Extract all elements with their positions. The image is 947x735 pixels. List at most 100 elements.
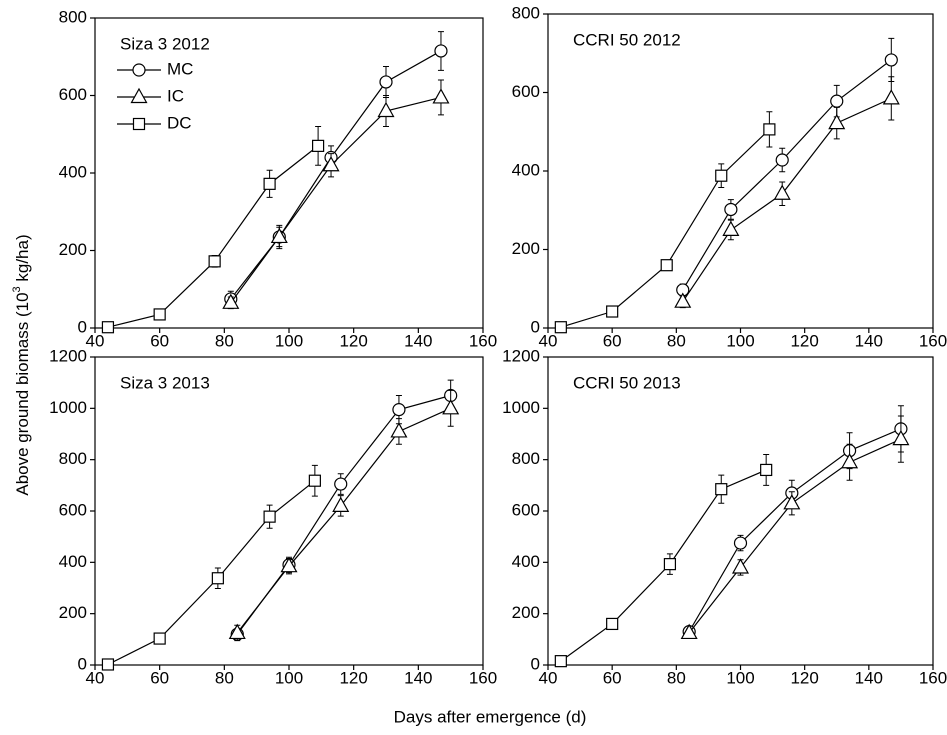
data-point [332,496,350,512]
x-tick-label: 140 [404,331,432,350]
data-point [280,556,298,573]
data-point [270,227,288,244]
data-point [208,255,221,268]
series-line [688,428,902,632]
series-line [560,128,770,328]
x-tick-label: 60 [150,668,169,687]
y-label-part: Above ground biomass (10 [13,292,32,495]
y-tick-label: 0 [78,654,87,673]
y-label-sup: 3 [11,286,23,292]
x-axis-label: Days after emergence (d) [394,707,587,726]
x-tick-label: 100 [275,668,303,687]
plot-frame [94,356,484,666]
data-point [442,399,460,415]
data-point [731,558,750,574]
x-tick-label: 60 [150,331,169,350]
plot-frame [547,13,934,329]
x-tick-label: 160 [919,668,947,687]
data-point [432,88,450,104]
series-line [230,96,442,304]
data-point [760,463,773,477]
x-tick-label: 100 [275,331,303,350]
y-tick-label: 800 [59,7,87,26]
y-tick-label: 0 [531,654,540,673]
y-tick-label: 400 [59,552,87,571]
x-tick-label: 40 [539,331,558,350]
data-point [722,220,740,236]
data-point [606,617,619,631]
data-point [715,483,728,496]
data-point [153,632,166,645]
x-tick-label: 140 [404,668,432,687]
data-point [554,655,567,668]
data-point [892,429,910,446]
y-tick-label: 0 [531,317,540,336]
y-tick-label: 400 [512,552,540,571]
data-point [392,403,406,417]
y-tick-label: 0 [78,317,87,336]
x-tick-label: 60 [603,668,622,687]
x-tick-label: 100 [726,331,754,350]
data-point [733,536,748,550]
data-point [263,510,276,523]
y-tick-label: 400 [512,160,540,179]
plot-frame [94,17,484,329]
x-tick-label: 160 [469,331,497,350]
data-point [663,558,677,571]
data-point [228,623,246,640]
y-tick-label: 400 [59,162,87,181]
data-point [101,658,115,671]
series-line [230,50,442,300]
series-line [560,469,767,662]
legend-label: MC [167,59,193,78]
y-tick-label: 800 [59,449,87,468]
x-tick-label: 120 [339,331,367,350]
series-line [107,145,319,328]
panel-title: Siza 3 2012 [120,34,210,53]
data-point [312,139,325,152]
y-tick-label: 800 [512,3,540,22]
y-tick-label: 200 [59,603,87,622]
x-tick-label: 120 [339,668,367,687]
data-point [390,422,408,438]
x-tick-label: 120 [790,668,818,687]
data-point [434,44,448,58]
x-tick-label: 60 [603,331,622,350]
y-tick-label: 1200 [49,346,87,365]
panel-title: CCRI 50 2013 [573,373,681,392]
data-point [715,169,728,182]
y-tick-label: 200 [59,240,87,259]
data-point [322,156,340,172]
x-tick-label: 80 [667,668,686,687]
series-line [682,97,892,303]
data-point [101,321,115,334]
data-point [308,474,321,487]
y-tick-label: 600 [59,500,87,519]
data-point [724,202,738,217]
x-tick-label: 80 [215,668,234,687]
y-label-part: kg/ha) [13,234,32,286]
legend-marker [130,87,148,104]
x-tick-label: 140 [855,668,883,687]
data-point [674,292,692,308]
y-tick-label: 600 [512,500,540,519]
data-point [377,101,395,118]
x-tick-label: 100 [726,668,754,687]
legend-label: IC [167,86,184,105]
y-tick-label: 800 [512,449,540,468]
x-tick-label: 80 [667,331,686,350]
panel-title: Siza 3 2013 [120,373,210,392]
x-tick-label: 160 [919,331,947,350]
y-tick-label: 600 [59,85,87,104]
data-point [783,494,801,510]
x-tick-label: 40 [86,331,105,350]
data-point [263,177,276,190]
data-point [884,53,898,67]
x-tick-label: 120 [790,331,818,350]
y-tick-label: 200 [512,603,540,622]
y-tick-label: 1000 [49,398,87,417]
legend-marker [132,117,146,131]
data-point [680,623,698,640]
data-point [882,89,900,105]
